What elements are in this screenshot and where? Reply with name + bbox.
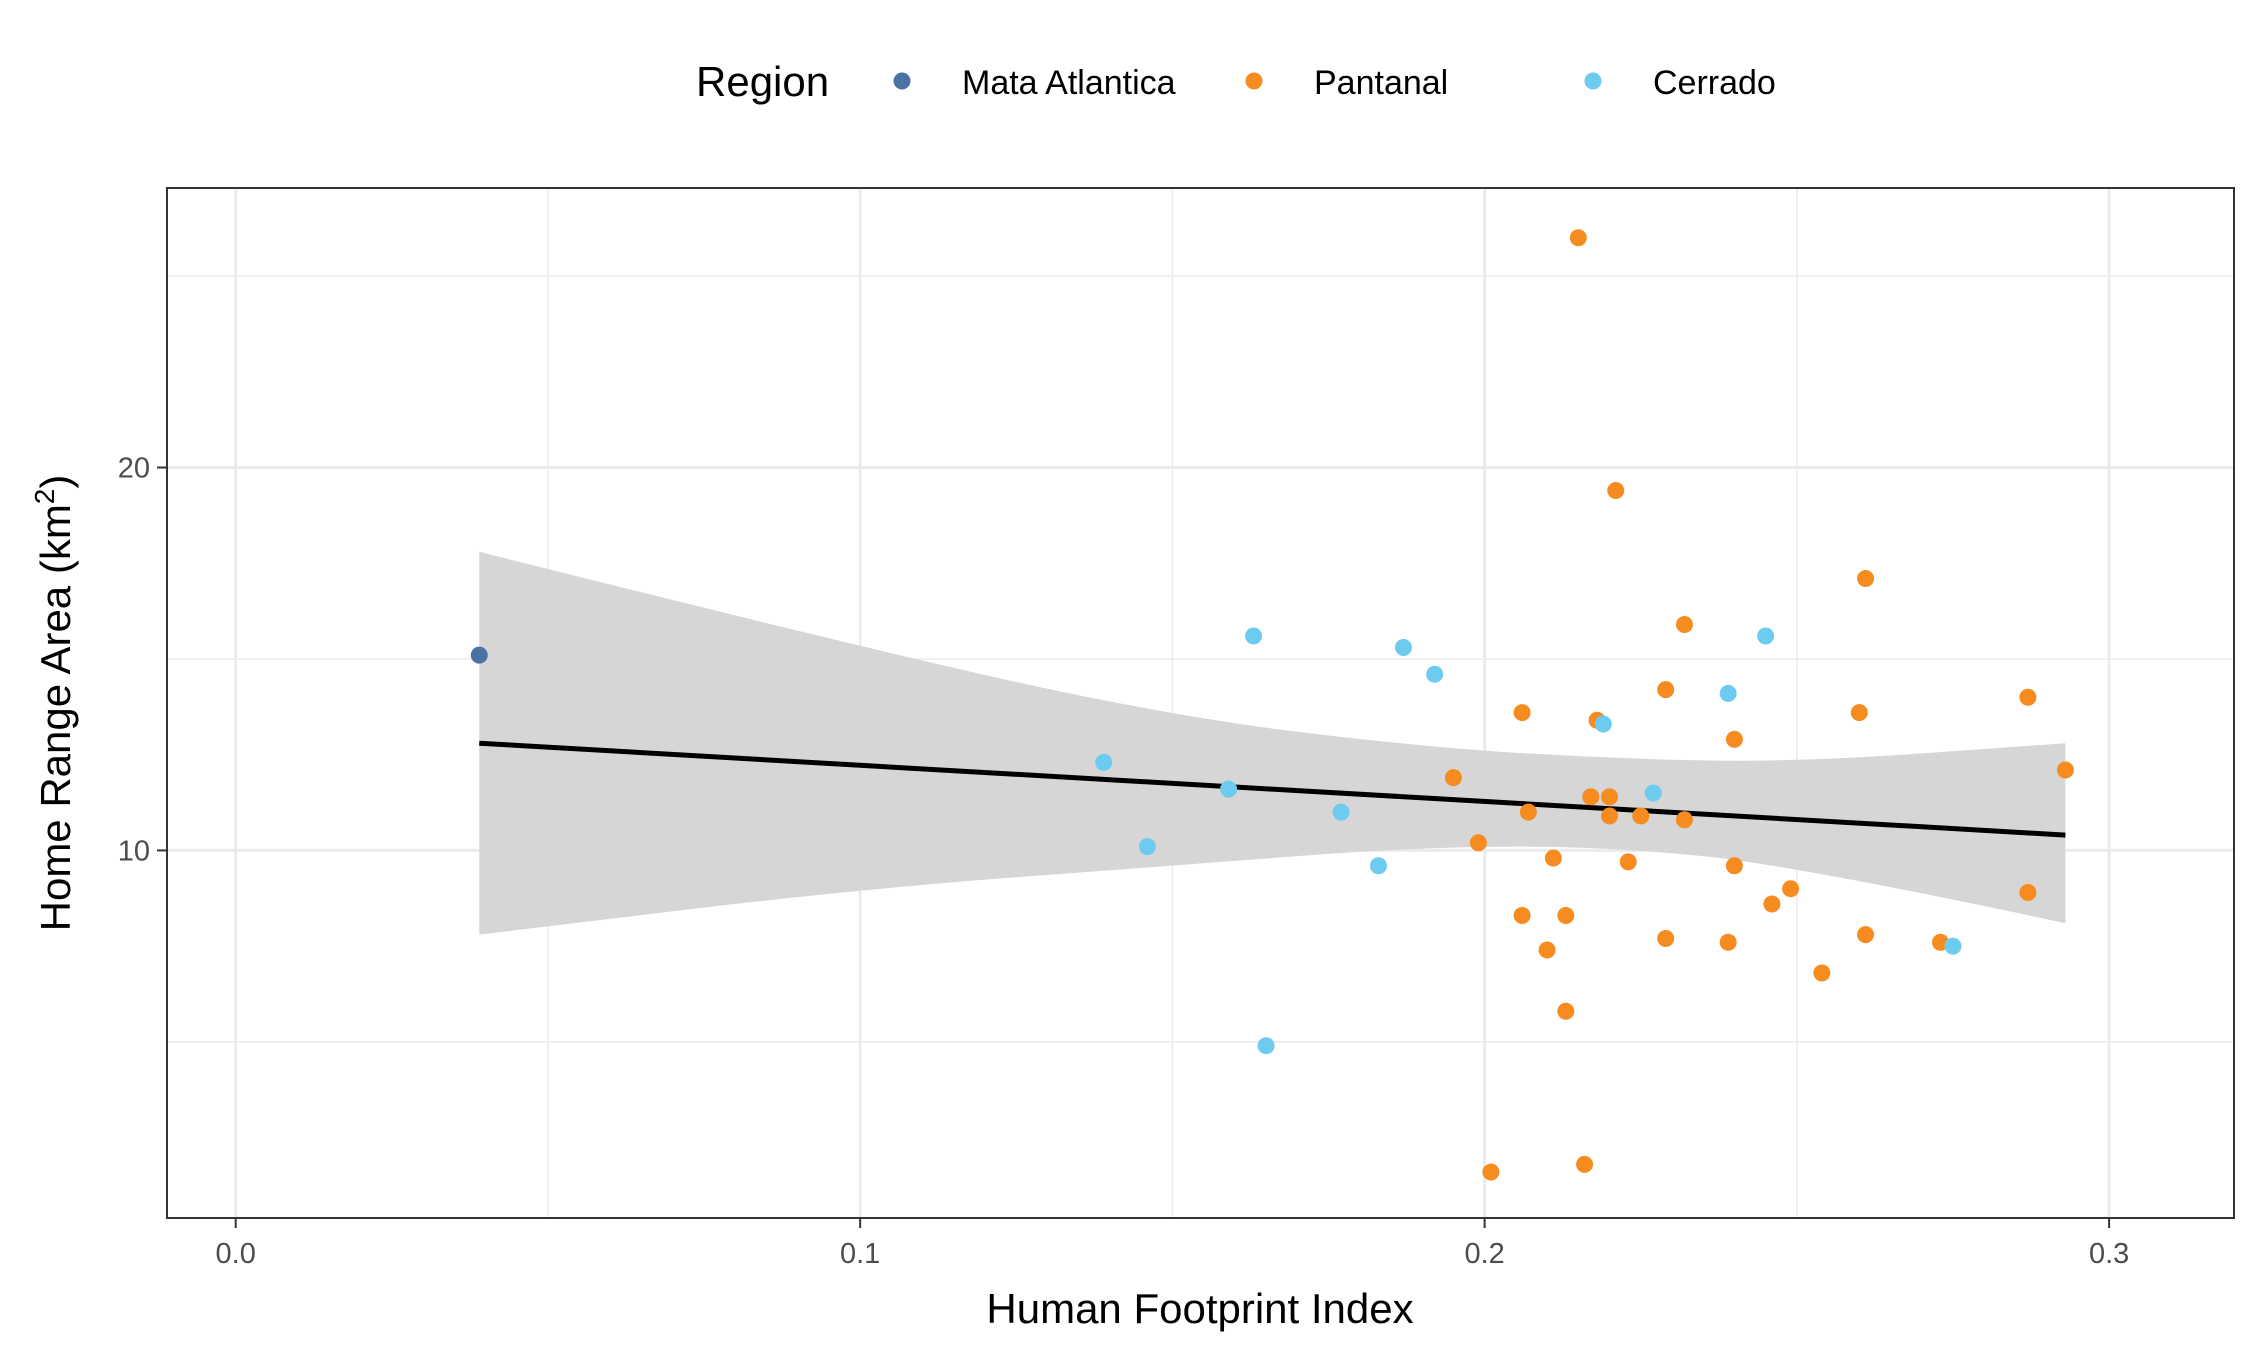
- point-pantanal: [1601, 807, 1619, 825]
- point-pantanal: [1444, 769, 1462, 787]
- x-tick-label: 0.0: [216, 1238, 256, 1270]
- point-pantanal: [1725, 730, 1743, 748]
- point-cerrado: [1944, 937, 1962, 955]
- legend-title: Region: [696, 58, 829, 105]
- point-pantanal: [1482, 1163, 1500, 1181]
- trend-line: [479, 740, 2066, 838]
- data-points: [470, 229, 2074, 1181]
- legend-label-pantanal: Pantanal: [1314, 64, 1448, 102]
- point-cerrado: [1095, 753, 1113, 771]
- point-cerrado: [1369, 857, 1387, 875]
- point-pantanal: [1469, 834, 1487, 852]
- point-cerrado: [1257, 1037, 1275, 1055]
- point-pantanal: [2056, 761, 2074, 779]
- y-axis: 10 20: [118, 453, 167, 867]
- point-pantanal: [2019, 688, 2037, 706]
- point-pantanal: [1857, 570, 1875, 588]
- point-pantanal: [1632, 807, 1650, 825]
- x-tick-label: 0.2: [1464, 1238, 1504, 1270]
- y-axis-title-close: ): [32, 475, 79, 489]
- point-pantanal: [1601, 788, 1619, 806]
- point-pantanal: [1719, 933, 1737, 951]
- plot-panel: [167, 188, 2234, 1218]
- point-pantanal: [1513, 704, 1531, 722]
- point-pantanal: [1513, 907, 1531, 925]
- point-pantanal: [1657, 681, 1675, 699]
- point-pantanal: [1763, 895, 1781, 913]
- point-cerrado: [1332, 803, 1350, 821]
- point-cerrado: [1426, 665, 1444, 683]
- point-cerrado: [1394, 638, 1412, 656]
- trend-line-layer: [479, 740, 2066, 838]
- legend-key-mata-atlantica: [893, 72, 911, 90]
- point-pantanal: [1782, 880, 1800, 898]
- legend-key-pantanal: [1245, 72, 1263, 90]
- x-tick-label: 0.3: [2089, 1238, 2129, 1270]
- point-pantanal: [1725, 857, 1743, 875]
- y-axis-title: Home Range Area (km2): [29, 475, 79, 932]
- point-pantanal: [1557, 907, 1575, 925]
- point-pantanal: [1557, 1002, 1575, 1020]
- point-cerrado: [1719, 684, 1737, 702]
- point-pantanal: [1850, 704, 1868, 722]
- point-cerrado: [1220, 780, 1238, 798]
- legend-key-cerrado: [1584, 72, 1602, 90]
- point-pantanal: [1576, 1155, 1594, 1173]
- point-cerrado: [1138, 838, 1156, 856]
- point-pantanal: [1657, 929, 1675, 947]
- point-pantanal: [1582, 788, 1600, 806]
- point-pantanal: [1544, 849, 1562, 867]
- y-axis-title-main: Home Range Area (km: [32, 504, 79, 931]
- plot-border: [166, 187, 2235, 1219]
- confidence-band-layer: [479, 551, 2066, 935]
- x-axis: 0.0 0.1 0.2 0.3: [216, 1218, 2129, 1270]
- x-axis-title: Human Footprint Index: [986, 1285, 1413, 1332]
- y-tick-label: 10: [118, 835, 150, 867]
- y-axis-title-superscript: 2: [29, 489, 60, 505]
- point-pantanal: [1675, 811, 1693, 829]
- point-pantanal: [1857, 926, 1875, 944]
- x-tick-label: 0.1: [840, 1238, 880, 1270]
- y-tick-label: 20: [118, 453, 150, 485]
- point-pantanal: [1519, 803, 1537, 821]
- point-pantanal: [1675, 616, 1693, 634]
- point-pantanal: [1813, 964, 1831, 982]
- legend-label-cerrado: Cerrado: [1653, 64, 1776, 102]
- point-pantanal: [1569, 229, 1587, 247]
- point-mata-atlantica: [470, 646, 488, 664]
- point-cerrado: [1245, 627, 1263, 645]
- confidence-band: [479, 551, 2066, 935]
- legend-label-mata-atlantica: Mata Atlantica: [962, 64, 1176, 102]
- legend: Region Mata Atlantica Pantanal Cerrado: [696, 58, 1776, 105]
- point-pantanal: [1619, 853, 1637, 871]
- point-pantanal: [2019, 884, 2037, 902]
- point-pantanal: [1538, 941, 1556, 959]
- point-cerrado: [1757, 627, 1775, 645]
- point-pantanal: [1607, 481, 1625, 499]
- point-cerrado: [1594, 715, 1612, 733]
- point-cerrado: [1644, 784, 1662, 802]
